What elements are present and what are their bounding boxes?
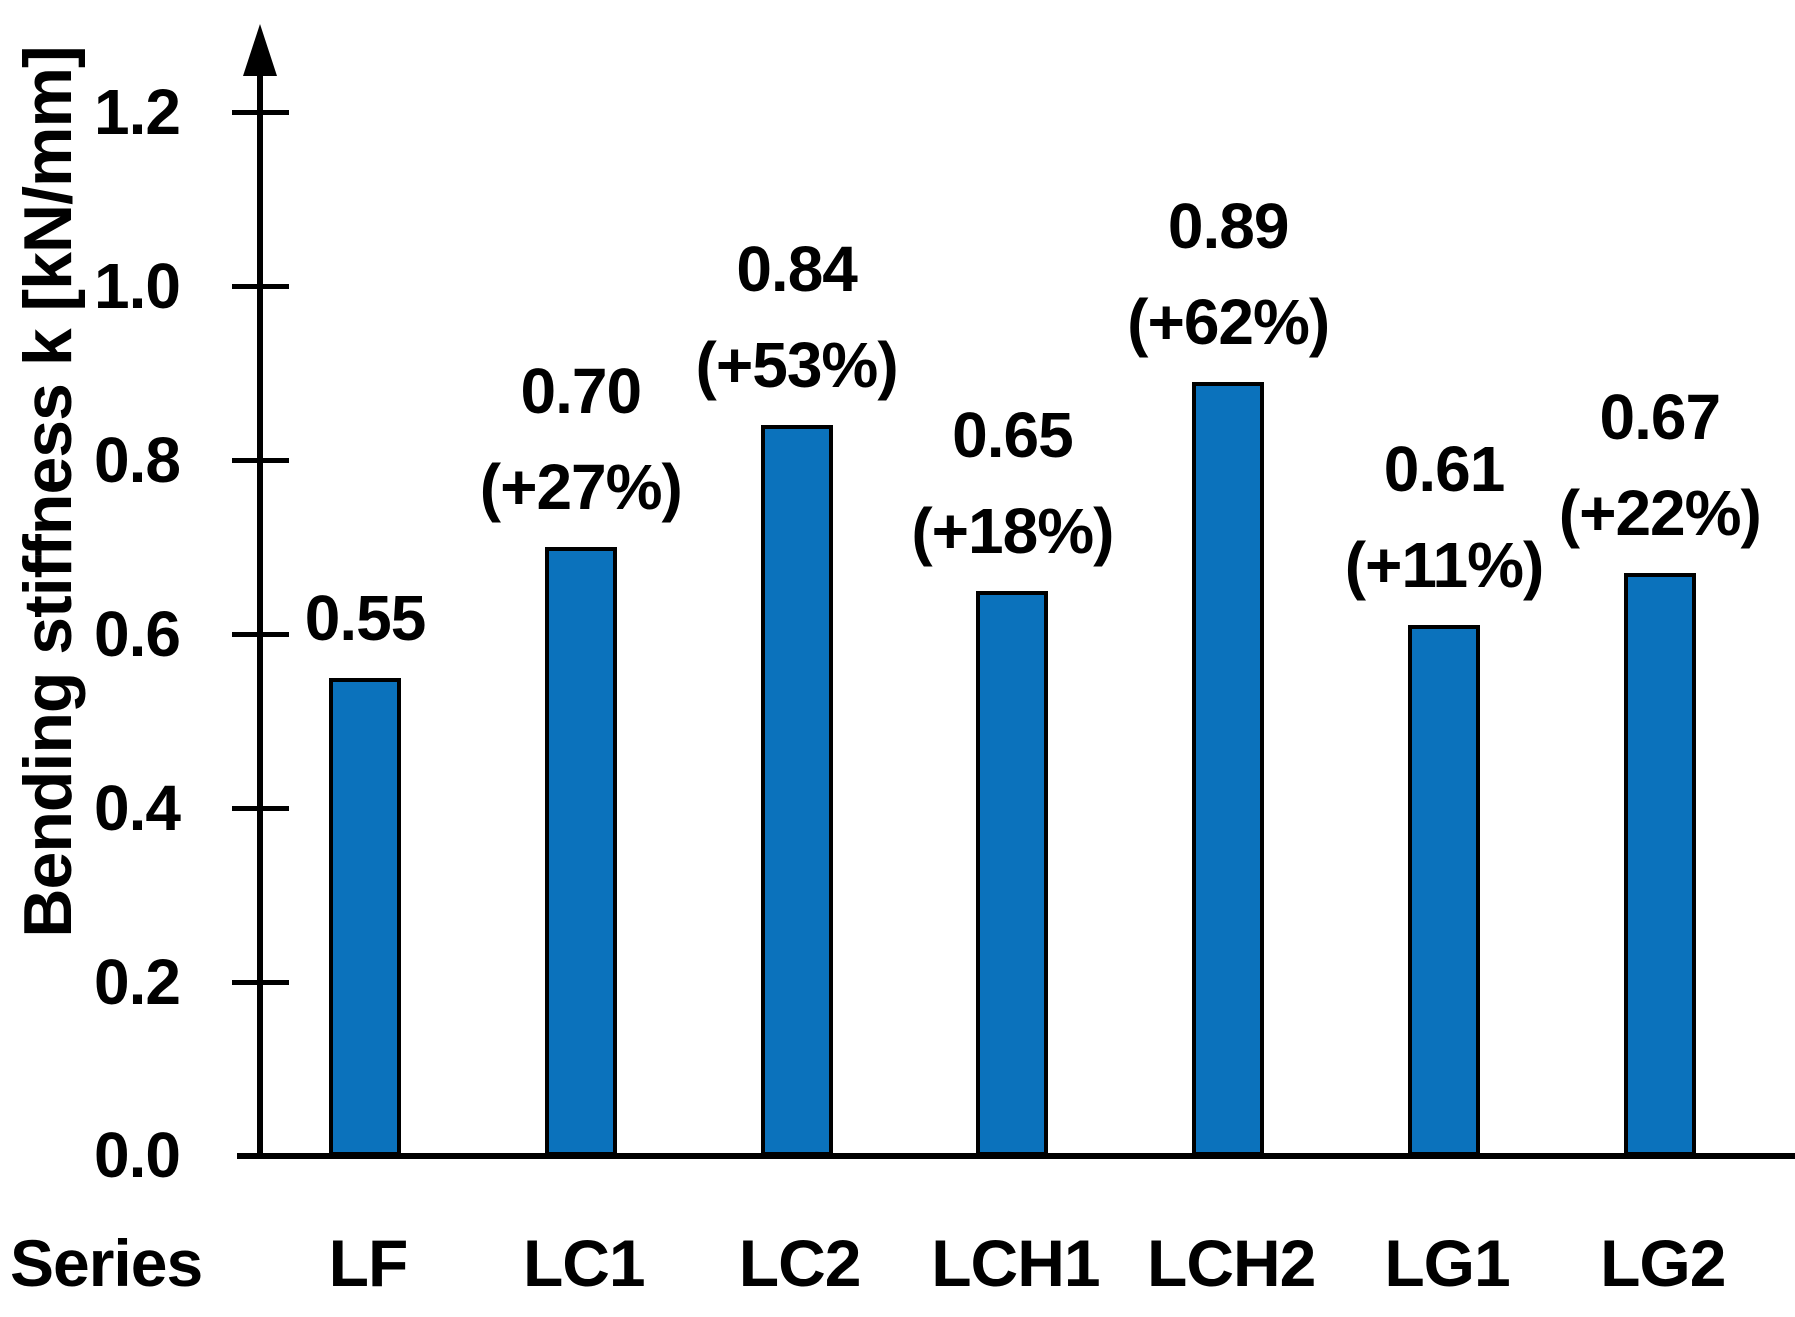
- y-axis-tick-label: 0.6: [94, 598, 181, 670]
- series-row-label: Series: [10, 1226, 203, 1300]
- x-category-label-lc1: LC1: [522, 1226, 646, 1300]
- bar-value-label: 0.67: [1599, 381, 1722, 454]
- bar-lch2: [1192, 381, 1265, 1156]
- bar-lg2: [1623, 573, 1696, 1156]
- x-category-label-lg1: LG1: [1384, 1226, 1510, 1300]
- y-axis-tick: [232, 109, 289, 115]
- x-category-label-lg2: LG2: [1600, 1226, 1726, 1300]
- y-axis-tick-label: 1.2: [94, 76, 181, 148]
- y-axis-tick: [232, 631, 289, 637]
- bar-value-label: 0.61: [1383, 433, 1506, 506]
- bar-lc2: [760, 425, 833, 1156]
- bar-value-label: 0.65: [952, 398, 1074, 471]
- bar-annotation: 0.61 (+11%): [1344, 421, 1545, 613]
- bar-lc1: [544, 547, 617, 1156]
- y-axis-tick-label: 0.4: [94, 772, 181, 844]
- bar-annotation: 0.55: [304, 570, 427, 666]
- bar-lf: [329, 677, 401, 1156]
- bar-percent-label: (+62%): [1127, 285, 1330, 358]
- bar-annotation: 0.84 (+53%): [695, 221, 899, 413]
- bar-value-label: 0.55: [304, 581, 427, 654]
- y-axis-tick-label: 0.2: [94, 946, 181, 1018]
- y-axis-tick: [232, 283, 289, 289]
- y-axis-tick: [232, 805, 289, 811]
- y-axis-tick: [232, 979, 289, 985]
- x-category-label-lch1: LCH1: [931, 1226, 1100, 1300]
- bar-value-label: 0.70: [520, 355, 643, 427]
- bar-lg1: [1408, 625, 1480, 1156]
- bar-annotation: 0.65 (+18%): [911, 387, 1114, 579]
- x-category-label-lch2: LCH2: [1147, 1226, 1316, 1300]
- bar-annotation: 0.67 (+22%): [1558, 369, 1762, 561]
- y-axis-tick-label: 1.0: [94, 250, 181, 322]
- bar-value-label: 0.84: [736, 233, 858, 306]
- y-axis-tick: [232, 457, 289, 463]
- x-category-label-lc2: LC2: [738, 1226, 862, 1300]
- x-axis-baseline: [237, 1153, 1795, 1159]
- bar-percent-label: (+53%): [695, 329, 899, 402]
- bar-percent-label: (+11%): [1344, 529, 1545, 602]
- y-axis-line: [257, 58, 263, 1156]
- x-category-label-lf: LF: [328, 1226, 409, 1300]
- bar-annotation: 0.89 (+62%): [1127, 178, 1330, 370]
- bar-percent-label: (+27%): [479, 451, 683, 523]
- y-axis-tick-label: 0.0: [94, 1119, 181, 1191]
- bar-percent-label: (+22%): [1558, 477, 1762, 550]
- bar-lch1: [976, 590, 1049, 1156]
- bar-value-label: 0.89: [1167, 189, 1290, 262]
- y-axis-tick-label: 0.8: [94, 424, 181, 496]
- bar-annotation: 0.70 (+27%): [479, 343, 683, 535]
- bar-percent-label: (+18%): [911, 494, 1114, 567]
